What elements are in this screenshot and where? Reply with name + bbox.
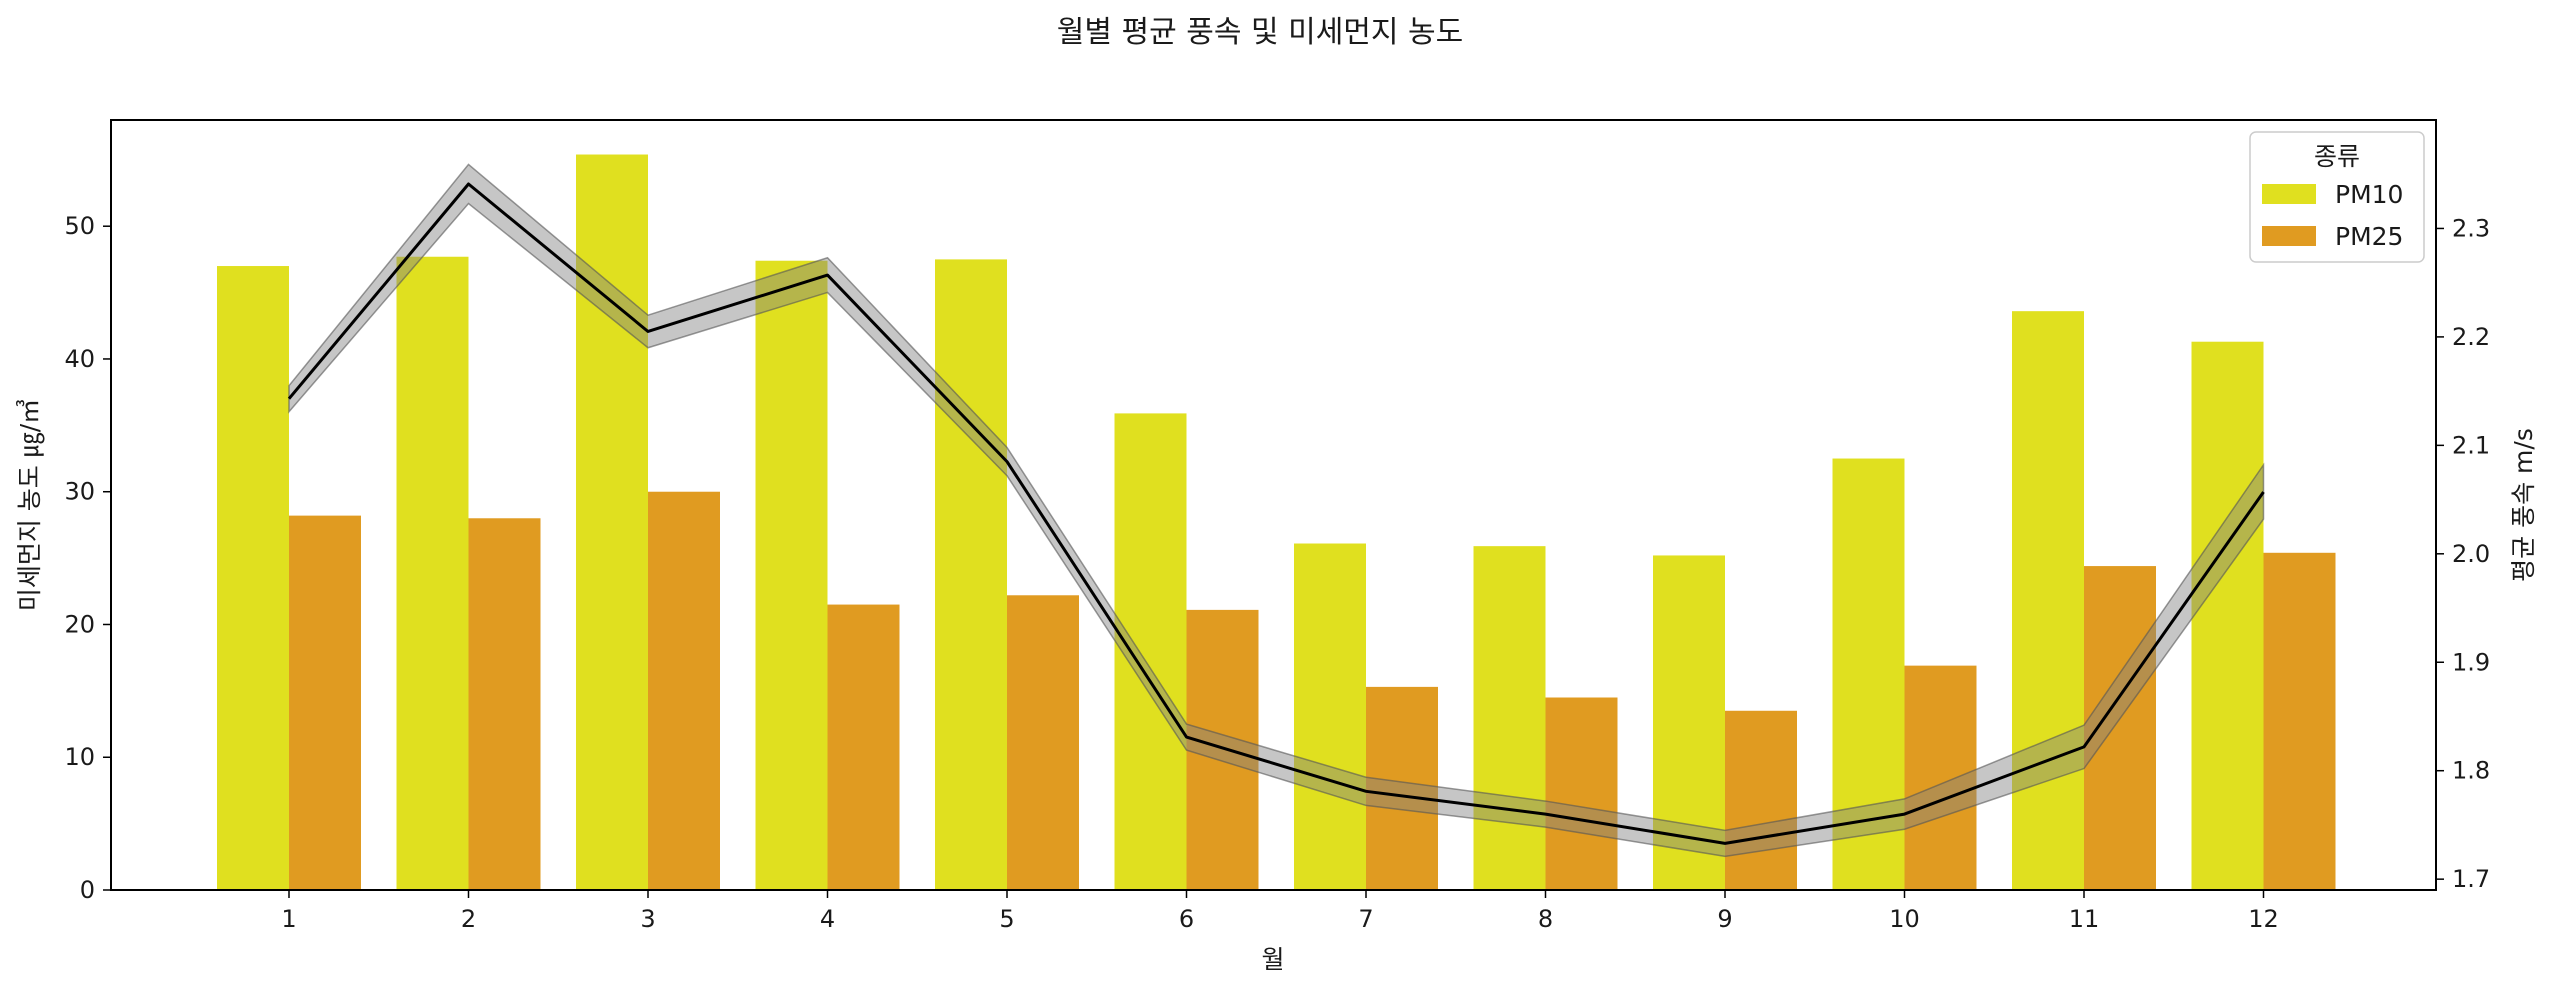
wind-speed-band (288, 163, 2265, 858)
bar-pm10-4 (755, 260, 828, 891)
y2-tick-label-2.2: 2.2 (2452, 323, 2490, 351)
legend-label-pm10: PM10 (2335, 180, 2403, 209)
x-tick-label-1: 1 (281, 905, 296, 933)
bar-pm25-6 (1186, 609, 1259, 890)
y-axis-right-ticks: 1.7 1.8 1.9 2.0 2.1 2.2 2.3 (2436, 214, 2490, 893)
bar-pm10-6 (1114, 413, 1187, 890)
y2-tick-label-1.9: 1.9 (2452, 648, 2490, 676)
y2-tick-label-1.7: 1.7 (2452, 865, 2490, 893)
chart-title: 월별 평균 풍속 및 미세먼지 농도 (1057, 15, 1463, 50)
y-axis-left-ticks: 0 10 20 30 40 50 (64, 212, 111, 904)
y2-tick-label-1.8: 1.8 (2452, 757, 2490, 785)
x-axis-label: 월 (1261, 945, 1284, 974)
bar-pm25-12 (2263, 552, 2336, 890)
y-tick-label-20: 20 (64, 610, 95, 638)
bar-pm10-1 (217, 266, 289, 890)
bar-pm25-3 (648, 491, 720, 890)
x-tick-label-4: 4 (820, 905, 835, 933)
y-axis-left-label: 미세먼지 농도 ㎍/㎥ (15, 399, 45, 611)
bar-pm10-2 (396, 256, 469, 890)
bar-group (217, 154, 2336, 891)
x-tick-label-8: 8 (1538, 905, 1553, 933)
bar-pm10-3 (576, 154, 648, 891)
x-tick-label-10: 10 (1889, 905, 1920, 933)
y-tick-label-0: 0 (80, 876, 95, 904)
y2-tick-label-2.1: 2.1 (2452, 431, 2490, 459)
wind-speed-confidence-band (288, 163, 2265, 858)
wind-speed-line (287, 182, 2265, 845)
legend-swatch-pm10 (2262, 184, 2316, 204)
bar-pm25-7 (1366, 686, 1438, 890)
y-tick-label-30: 30 (64, 478, 95, 506)
bar-pm25-10 (1904, 665, 1977, 890)
plot-frame (110, 119, 2437, 891)
bar-pm10-10 (1832, 458, 1905, 890)
bar-pm10-7 (1294, 543, 1366, 890)
bar-pm25-2 (468, 518, 541, 890)
x-tick-label-6: 6 (1179, 905, 1194, 933)
bar-pm25-4 (827, 604, 900, 890)
bar-pm25-8 (1545, 697, 1618, 890)
y-tick-label-40: 40 (64, 345, 95, 373)
x-tick-label-9: 9 (1717, 905, 1732, 933)
bar-pm25-5 (1007, 595, 1079, 890)
x-tick-label-7: 7 (1358, 905, 1373, 933)
y-tick-label-50: 50 (64, 212, 95, 240)
x-tick-label-3: 3 (640, 905, 655, 933)
y-axis-right-label: 평균 풍속 m/s (2509, 428, 2538, 582)
x-tick-label-12: 12 (2248, 905, 2279, 933)
x-axis-ticks: 1 2 3 4 5 6 7 8 9 10 11 12 (281, 890, 2279, 933)
bar-pm10-12 (2191, 341, 2264, 890)
legend-swatch-pm25 (2262, 226, 2316, 246)
bar-pm25-9 (1725, 710, 1797, 890)
legend-label-pm25: PM25 (2335, 222, 2403, 251)
y-tick-label-10: 10 (64, 743, 95, 771)
bar-pm10-5 (935, 259, 1007, 890)
bar-pm10-11 (2012, 311, 2084, 890)
y2-tick-label-2.0: 2.0 (2452, 540, 2490, 568)
bar-pm10-8 (1473, 546, 1546, 890)
x-tick-label-2: 2 (461, 905, 476, 933)
wind-speed-line-group (287, 182, 2265, 845)
legend: 종류 PM10 PM25 (2249, 131, 2425, 263)
bar-pm25-1 (289, 515, 361, 890)
y2-tick-label-2.3: 2.3 (2452, 214, 2490, 242)
x-tick-label-11: 11 (2069, 905, 2100, 933)
legend-title: 종류 (2314, 142, 2360, 171)
x-tick-label-5: 5 (999, 905, 1014, 933)
